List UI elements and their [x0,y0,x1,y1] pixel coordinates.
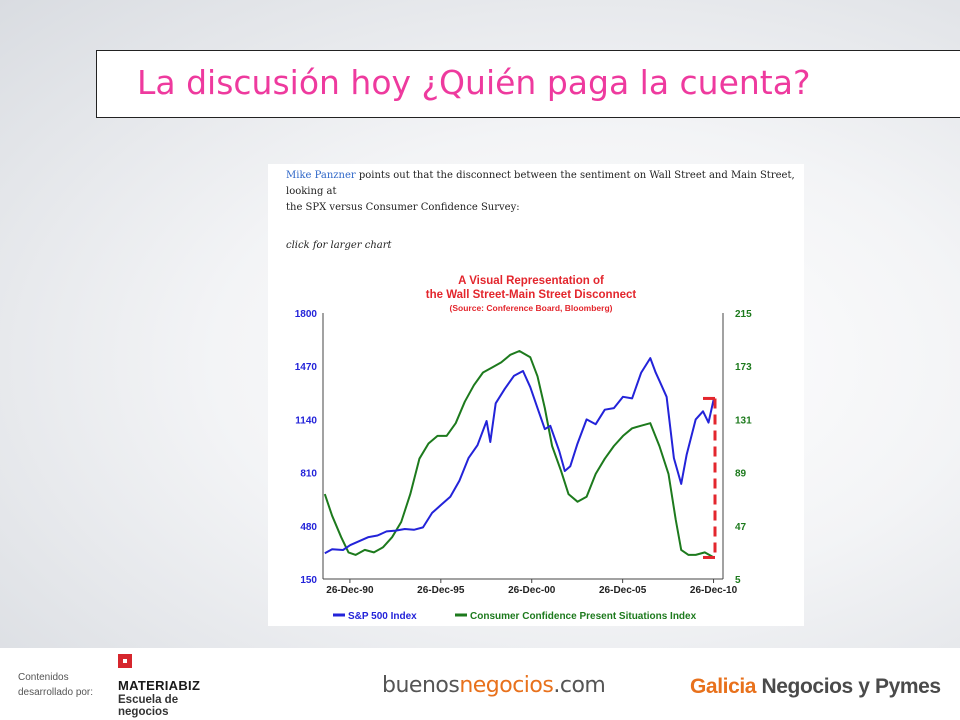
y-right-tick-label: 215 [735,309,752,320]
sp500-line [324,357,715,555]
intro-text-2: the SPX versus Consumer Confidence Surve… [286,202,520,213]
author-name[interactable]: Mike Panzner [286,170,356,181]
slide-title-box: La discusión hoy ¿Quién paga la cuenta? [96,50,960,118]
y-left-tick-label: 480 [300,522,317,533]
confidence-line [323,350,715,559]
gap-marker [703,396,717,559]
x-tick-label: 26-Dec-90 [326,585,374,596]
galicia-logo-accent: Galicia [690,675,757,698]
y-axis-right-labels: 215 173 131 89 47 5 [735,309,752,586]
bn-logo-part-2: negocios [459,673,554,698]
y-left-tick-label: 1140 [295,415,317,426]
bn-logo-part-1: buenos [382,673,460,698]
x-tick-label: 26-Dec-95 [417,585,465,596]
galicia-logo: Galicia Negocios y Pymes [690,675,941,699]
chart-subtitle: (Source: Conference Board, Bloomberg) [450,303,613,313]
intro-text-1: points out that the disconnect between t… [286,170,795,197]
bn-logo-part-3: .com [553,673,606,698]
materiabiz-square-icon [118,654,132,668]
galicia-logo-rest: Negocios y Pymes [756,675,942,698]
x-tick-label: 26-Dec-10 [690,585,738,596]
x-tick-label: 26-Dec-05 [599,585,647,596]
credits-text: Contenidos desarrollado por: [18,670,93,700]
chart-title-1: A Visual Representation of [458,275,604,287]
y-right-tick-label: 5 [735,575,741,586]
chart: A Visual Representation of the Wall Stre… [295,275,752,622]
y-right-tick-label: 173 [735,362,752,373]
slide-title: La discusión hoy ¿Quién paga la cuenta? [137,63,811,102]
y-right-tick-label: 131 [735,415,752,426]
y-left-tick-label: 1800 [295,309,318,320]
materiabiz-subtitle: Escuela de negocios [118,694,179,718]
buenosnegocios-logo: buenosnegocios.com [382,673,606,698]
series-lines [323,350,715,559]
article-intro: Mike Panzner points out that the disconn… [286,168,798,216]
credits-line-2: desarrollado por: [18,687,94,698]
y-left-tick-label: 150 [300,575,317,586]
larger-chart-link[interactable]: click for larger chart [286,240,392,251]
y-right-tick-label: 89 [735,469,747,480]
y-right-tick-label: 47 [735,522,747,533]
x-tick-label: 26-Dec-00 [508,585,556,596]
legend-label-sp500: S&P 500 Index [348,611,417,622]
chart-title-2: the Wall Street-Main Street Disconnect [426,289,637,301]
article-figure: Mike Panzner points out that the disconn… [268,164,804,626]
footer: Contenidos desarrollado por: MATERIABIZ … [0,648,960,720]
y-left-tick-label: 1470 [295,362,318,373]
legend-label-confidence: Consumer Confidence Present Situations I… [470,611,697,622]
materiabiz-name: MATERIABIZ [118,678,201,693]
y-left-tick-label: 810 [300,469,317,480]
x-axis-labels: 26-Dec-90 26-Dec-95 26-Dec-00 26-Dec-05 26-D… [326,579,738,596]
y-axis-left-labels: 1800 1470 1140 810 480 150 [295,309,318,586]
credits-line-1: Contenidos [18,672,69,683]
